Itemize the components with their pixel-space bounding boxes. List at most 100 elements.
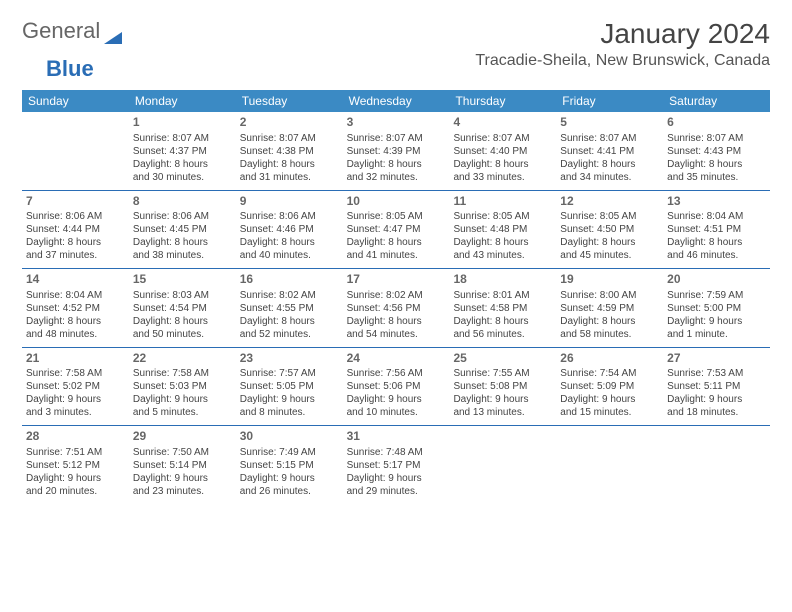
day-info-line: Sunset: 5:17 PM: [347, 459, 446, 472]
weekday-monday: Monday: [129, 90, 236, 112]
day-info-line: Sunset: 4:37 PM: [133, 145, 232, 158]
day-info-line: Sunrise: 8:07 AM: [240, 132, 339, 145]
day-cell: 21Sunrise: 7:58 AMSunset: 5:02 PMDayligh…: [22, 348, 129, 426]
day-info-line: Sunset: 4:56 PM: [347, 302, 446, 315]
day-info-line: Sunrise: 7:53 AM: [667, 367, 766, 380]
day-number: 1: [133, 115, 232, 131]
day-cell: 4Sunrise: 8:07 AMSunset: 4:40 PMDaylight…: [449, 112, 556, 190]
day-cell: 26Sunrise: 7:54 AMSunset: 5:09 PMDayligh…: [556, 348, 663, 426]
day-number: 14: [26, 272, 125, 288]
day-info-line: Sunset: 4:47 PM: [347, 223, 446, 236]
day-info-line: and 34 minutes.: [560, 171, 659, 184]
day-number: 6: [667, 115, 766, 131]
day-info-line: Daylight: 8 hours: [26, 236, 125, 249]
day-number: 16: [240, 272, 339, 288]
day-info-line: Daylight: 8 hours: [453, 236, 552, 249]
day-info-line: Sunrise: 8:07 AM: [347, 132, 446, 145]
month-title: January 2024: [475, 18, 770, 50]
day-info-line: Sunset: 5:03 PM: [133, 380, 232, 393]
day-cell: 31Sunrise: 7:48 AMSunset: 5:17 PMDayligh…: [343, 426, 450, 504]
day-info-line: Sunrise: 7:50 AM: [133, 446, 232, 459]
day-cell: 13Sunrise: 8:04 AMSunset: 4:51 PMDayligh…: [663, 191, 770, 269]
day-info-line: Sunrise: 8:02 AM: [347, 289, 446, 302]
day-cell: 19Sunrise: 8:00 AMSunset: 4:59 PMDayligh…: [556, 269, 663, 347]
week-row: 21Sunrise: 7:58 AMSunset: 5:02 PMDayligh…: [22, 348, 770, 427]
day-info-line: Sunset: 4:50 PM: [560, 223, 659, 236]
weekday-thursday: Thursday: [449, 90, 556, 112]
day-info-line: Sunset: 4:44 PM: [26, 223, 125, 236]
day-info-line: and 54 minutes.: [347, 328, 446, 341]
day-info-line: Daylight: 9 hours: [240, 472, 339, 485]
day-info-line: Sunset: 5:15 PM: [240, 459, 339, 472]
day-info-line: and 20 minutes.: [26, 485, 125, 498]
day-cell: 29Sunrise: 7:50 AMSunset: 5:14 PMDayligh…: [129, 426, 236, 504]
day-info-line: and 48 minutes.: [26, 328, 125, 341]
day-info-line: and 40 minutes.: [240, 249, 339, 262]
day-info-line: Sunrise: 7:51 AM: [26, 446, 125, 459]
day-info-line: Sunset: 4:52 PM: [26, 302, 125, 315]
day-cell: 14Sunrise: 8:04 AMSunset: 4:52 PMDayligh…: [22, 269, 129, 347]
day-number: 8: [133, 194, 232, 210]
day-cell: 30Sunrise: 7:49 AMSunset: 5:15 PMDayligh…: [236, 426, 343, 504]
day-info-line: Sunrise: 8:07 AM: [133, 132, 232, 145]
day-number: 9: [240, 194, 339, 210]
day-info-line: Sunrise: 7:49 AM: [240, 446, 339, 459]
day-info-line: Sunset: 4:45 PM: [133, 223, 232, 236]
day-cell: 6Sunrise: 8:07 AMSunset: 4:43 PMDaylight…: [663, 112, 770, 190]
day-info-line: Daylight: 8 hours: [667, 236, 766, 249]
day-info-line: and 56 minutes.: [453, 328, 552, 341]
day-number: 18: [453, 272, 552, 288]
day-cell: 24Sunrise: 7:56 AMSunset: 5:06 PMDayligh…: [343, 348, 450, 426]
day-cell: [556, 426, 663, 504]
day-info-line: Sunset: 5:14 PM: [133, 459, 232, 472]
day-info-line: Sunset: 4:46 PM: [240, 223, 339, 236]
day-info-line: and 26 minutes.: [240, 485, 339, 498]
day-info-line: Sunset: 5:06 PM: [347, 380, 446, 393]
weekday-tuesday: Tuesday: [236, 90, 343, 112]
day-info-line: and 13 minutes.: [453, 406, 552, 419]
day-number: 30: [240, 429, 339, 445]
day-info-line: Sunset: 4:43 PM: [667, 145, 766, 158]
day-cell: 22Sunrise: 7:58 AMSunset: 5:03 PMDayligh…: [129, 348, 236, 426]
day-info-line: Daylight: 9 hours: [26, 393, 125, 406]
day-info-line: and 58 minutes.: [560, 328, 659, 341]
logo-text-2: Blue: [46, 56, 94, 81]
calendar: Sunday Monday Tuesday Wednesday Thursday…: [22, 90, 770, 504]
day-cell: 9Sunrise: 8:06 AMSunset: 4:46 PMDaylight…: [236, 191, 343, 269]
day-number: 11: [453, 194, 552, 210]
day-number: 17: [347, 272, 446, 288]
day-info-line: Sunrise: 8:04 AM: [667, 210, 766, 223]
day-number: 24: [347, 351, 446, 367]
day-info-line: Sunrise: 7:58 AM: [26, 367, 125, 380]
day-number: 4: [453, 115, 552, 131]
day-info-line: Daylight: 8 hours: [347, 158, 446, 171]
day-info-line: Daylight: 8 hours: [347, 315, 446, 328]
day-cell: 20Sunrise: 7:59 AMSunset: 5:00 PMDayligh…: [663, 269, 770, 347]
day-info-line: Daylight: 8 hours: [240, 236, 339, 249]
day-info-line: and 5 minutes.: [133, 406, 232, 419]
day-cell: 25Sunrise: 7:55 AMSunset: 5:08 PMDayligh…: [449, 348, 556, 426]
day-number: 19: [560, 272, 659, 288]
day-number: 27: [667, 351, 766, 367]
day-number: 29: [133, 429, 232, 445]
day-info-line: and 30 minutes.: [133, 171, 232, 184]
week-row: 28Sunrise: 7:51 AMSunset: 5:12 PMDayligh…: [22, 426, 770, 504]
day-info-line: Sunset: 5:02 PM: [26, 380, 125, 393]
day-info-line: Daylight: 9 hours: [133, 472, 232, 485]
day-number: 10: [347, 194, 446, 210]
day-info-line: and 35 minutes.: [667, 171, 766, 184]
day-cell: 27Sunrise: 7:53 AMSunset: 5:11 PMDayligh…: [663, 348, 770, 426]
day-info-line: Sunrise: 7:55 AM: [453, 367, 552, 380]
day-info-line: Daylight: 8 hours: [133, 315, 232, 328]
day-info-line: Sunrise: 8:00 AM: [560, 289, 659, 302]
day-info-line: and 41 minutes.: [347, 249, 446, 262]
day-info-line: Sunset: 4:59 PM: [560, 302, 659, 315]
day-info-line: Daylight: 9 hours: [133, 393, 232, 406]
day-info-line: and 46 minutes.: [667, 249, 766, 262]
day-info-line: Sunrise: 8:07 AM: [453, 132, 552, 145]
day-number: 2: [240, 115, 339, 131]
day-cell: [449, 426, 556, 504]
day-info-line: and 52 minutes.: [240, 328, 339, 341]
weekday-wednesday: Wednesday: [343, 90, 450, 112]
day-info-line: and 38 minutes.: [133, 249, 232, 262]
